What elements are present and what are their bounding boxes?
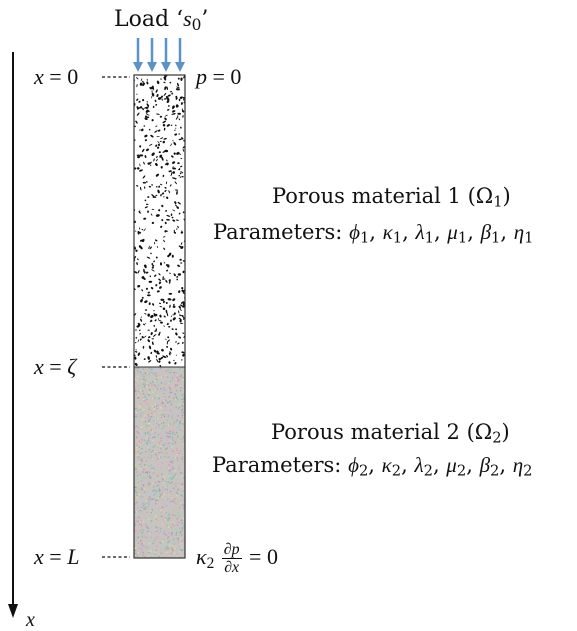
level-bottom-label: x = L <box>34 544 80 569</box>
parameter-m2-0: ϕ2 <box>348 453 369 480</box>
material-1-title: Porous material 1 (Ω1) <box>272 184 511 211</box>
bc-top-label: p = 0 <box>196 64 242 89</box>
load-arrow-head <box>147 62 157 72</box>
level-interface-label: x = ζ <box>34 354 77 379</box>
level-top-label: x = 0 <box>34 64 79 89</box>
material-2-texture <box>134 367 185 558</box>
parameter-m1-0: ϕ1 <box>349 220 370 247</box>
derivative-fraction: ∂p ∂x <box>221 541 242 577</box>
parameter-m1-4: , β1 <box>467 220 501 247</box>
load-label: Load ‘s0’ <box>114 6 209 34</box>
parameter-m2-4: , β2 <box>466 453 500 480</box>
parameter-m2-2: , λ2 <box>401 453 433 480</box>
parameter-m2-5: , η2 <box>499 453 533 480</box>
load-arrow-head <box>175 62 185 72</box>
parameter-m1-5: , η1 <box>500 220 534 247</box>
parameter-m2-1: , κ2 <box>368 453 402 480</box>
bc-bottom-label: κ2 ∂p ∂x = 0 <box>196 541 278 577</box>
parameter-m1-2: , λ1 <box>402 220 434 247</box>
x-axis-label: x <box>26 609 35 631</box>
material-2-title: Porous material 2 (Ω2) <box>271 420 510 447</box>
material-1-parameters: Parameters: ϕ1, κ1, λ1, μ1, β1, η1 <box>213 220 534 247</box>
parameter-m1-3: , μ1 <box>433 220 468 247</box>
material-2-region <box>134 367 185 558</box>
material-2-parameters: Parameters: ϕ2, κ2, λ2, μ2, β2, η2 <box>212 453 533 480</box>
load-arrow-head <box>133 62 143 72</box>
load-arrows <box>133 38 185 72</box>
x-axis-arrowhead <box>8 604 18 618</box>
material-1-region <box>134 75 185 367</box>
load-arrow-head <box>161 62 171 72</box>
parameter-m1-1: , κ1 <box>369 220 403 247</box>
material-1-texture <box>134 75 185 367</box>
parameter-m2-3: , μ2 <box>432 453 467 480</box>
column-outline <box>133 74 186 559</box>
